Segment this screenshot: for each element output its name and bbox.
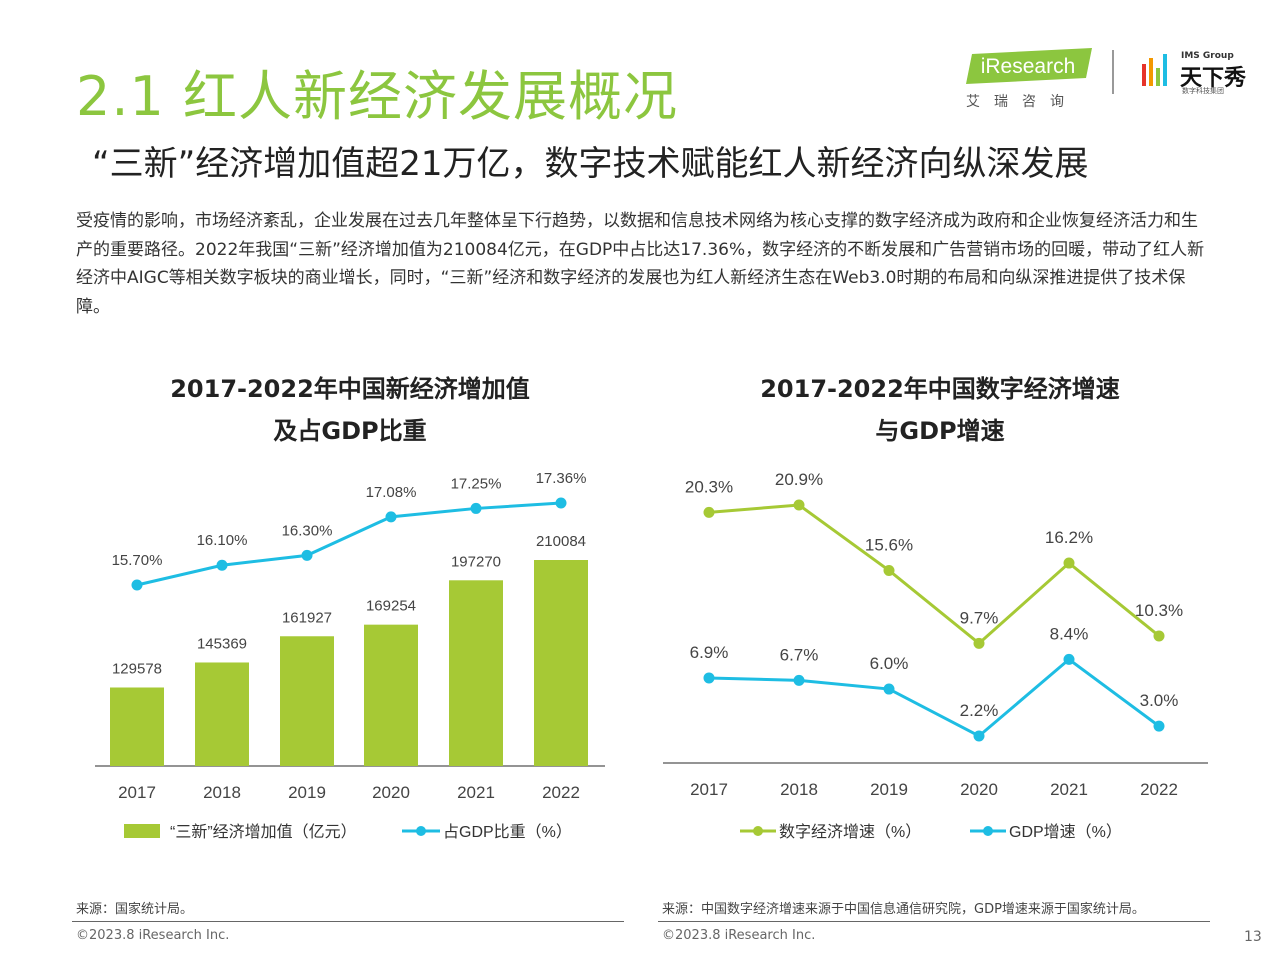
chart2-data-label: 10.3%: [1135, 601, 1183, 620]
chart1-line-label: 17.36%: [536, 470, 587, 487]
chart1-x-tick: 2017: [118, 783, 156, 802]
chart1-title-line2: 及占GDP比重: [273, 417, 427, 445]
chart1-x-tick: 2019: [288, 783, 326, 802]
chart1-line-label: 16.30%: [282, 522, 333, 539]
chart1-line-point: [216, 559, 228, 571]
chart2-line-point: [973, 730, 985, 742]
chart2-x-tick: 2020: [960, 780, 998, 799]
footer-divider-left: [72, 921, 624, 922]
chart1-x-tick: 2020: [372, 783, 410, 802]
logo-divider: [1112, 50, 1114, 94]
source-left: 来源：国家统计局。: [76, 902, 194, 917]
chart1-bar-label: 161927: [282, 609, 332, 626]
chart2-data-label: 6.7%: [780, 645, 819, 664]
chart2-data-label: 16.2%: [1045, 528, 1093, 547]
chart2-title-line1: 2017-2022年中国数字经济增速: [760, 375, 1120, 403]
chart2-line-point: [883, 683, 895, 695]
chart2-line-point: [1063, 557, 1075, 569]
page-title: 2.1 红人新经济发展概况: [76, 65, 679, 128]
chart2-data-label: 15.6%: [865, 535, 913, 554]
page-number: 13: [1244, 929, 1262, 945]
chart2-data-label: 6.9%: [690, 643, 729, 662]
chart2-title: 2017-2022年中国数字经济增速 与GDP增速: [710, 368, 1170, 452]
chart1-x-tick: 2018: [203, 783, 241, 802]
chart2-x-tick: 2022: [1140, 780, 1178, 799]
ims-logo-text: 天下秀: [1180, 66, 1247, 91]
iresearch-logo-text: iResearch: [981, 55, 1076, 78]
chart1-line-point: [555, 497, 567, 509]
chart1-bar-label: 129578: [112, 660, 162, 677]
chart1-line-label: 17.25%: [451, 475, 502, 492]
chart2-line-point: [793, 499, 805, 511]
chart1-legend-bar-swatch: [124, 824, 160, 838]
chart2-line-point: [703, 672, 715, 684]
chart1-legend-bar-label: “三新”经济增加值（亿元）: [170, 823, 357, 841]
chart2-line-digital: [708, 503, 1160, 646]
chart2-line-point: [703, 506, 715, 518]
chart1-line-point: [131, 579, 143, 591]
chart1-bar: [195, 662, 249, 766]
ims-group-label: IMS Group: [1181, 51, 1234, 61]
page-subtitle: “三新”经济增加值超21万亿，数字技术赋能红人新经济向纵深发展: [92, 144, 1089, 184]
chart1-line-point: [385, 511, 397, 523]
chart2-data-label: 3.0%: [1140, 691, 1179, 710]
chart2-digital-growth: 20.3% 20.9% 15.6% 9.7% 16.2% 10.3% 6.9% 6.7% 6.0…: [663, 470, 1208, 841]
chart1-bar: [280, 636, 334, 766]
source-right: 来源：中国数字经济增速来源于中国信息通信研究院，GDP增速来源于国家统计局。: [662, 902, 1145, 917]
chart2-line-point: [973, 637, 985, 649]
chart2-x-tick: 2019: [870, 780, 908, 799]
chart1-line-label: 17.08%: [366, 484, 417, 501]
footer-divider-right: [658, 921, 1210, 922]
chart1-bar-label: 210084: [536, 533, 586, 550]
chart1-x-tick: 2021: [457, 783, 495, 802]
chart1-line-label: 15.70%: [112, 552, 163, 569]
body-paragraph: 受疫情的影响，市场经济紊乱，企业发展在过去几年整体呈下行趋势，以数据和信息技术网…: [76, 211, 1205, 317]
chart1-title: 2017-2022年中国新经济增加值 及占GDP比重: [120, 368, 580, 452]
chart2-legend-digital-marker: [753, 826, 763, 836]
iresearch-logo-subtitle: 艾瑞咨询: [966, 94, 1078, 110]
chart2-legend-gdp-marker: [983, 826, 993, 836]
chart2-data-label: 20.9%: [775, 470, 823, 489]
chart2-x-tick: 2018: [780, 780, 818, 799]
chart2-data-label: 9.7%: [960, 608, 999, 627]
copyright-right: ©2023.8 iResearch Inc.: [662, 928, 816, 943]
chart2-x-tick: 2017: [690, 780, 728, 799]
chart2-line-point: [1063, 653, 1075, 665]
iresearch-logo: iResearch: [966, 48, 1092, 84]
chart2-line-point: [883, 564, 895, 576]
chart1-line-point: [470, 502, 482, 514]
chart2-data-label: 2.2%: [960, 701, 999, 720]
chart1-title-line1: 2017-2022年中国新经济增加值: [170, 375, 530, 403]
chart2-title-line2: 与GDP增速: [875, 417, 1005, 445]
chart1-legend-line-label: 占GDP比重（%）: [443, 823, 572, 841]
chart1-legend-line-marker: [416, 826, 426, 836]
chart1-bar: [449, 580, 503, 766]
chart1-bar-label: 145369: [197, 635, 247, 652]
chart2-data-label: 6.0%: [870, 654, 909, 673]
chart2-x-tick: 2021: [1050, 780, 1088, 799]
chart1-line-point: [301, 549, 313, 561]
chart1-bar-label: 197270: [451, 553, 501, 570]
chart1-bar-label: 169254: [366, 598, 416, 615]
chart1-bar: [534, 560, 588, 766]
chart2-line-point: [1153, 720, 1165, 732]
chart2-data-label: 8.4%: [1050, 624, 1089, 643]
chart1-bar: [364, 624, 418, 766]
ims-logo-subtitle: 数字科技集团: [1182, 87, 1224, 95]
ims-logo-mark: [1142, 54, 1167, 86]
chart1-x-tick: 2022: [542, 783, 580, 802]
chart1-new-economy: 129578 145369 161927 169254 197270 210084 15.7…: [95, 470, 605, 841]
chart2-line-gdp: [708, 657, 1160, 738]
chart2-line-point: [793, 674, 805, 686]
chart2-data-label: 20.3%: [685, 477, 733, 496]
chart1-bar: [110, 687, 164, 766]
chart1-line-share: [136, 501, 562, 587]
chart2-legend-digital-label: 数字经济增速（%）: [779, 823, 921, 841]
copyright-left: ©2023.8 iResearch Inc.: [76, 928, 230, 943]
chart1-line-label: 16.10%: [197, 532, 248, 549]
chart2-legend-gdp-label: GDP增速（%）: [1009, 823, 1122, 841]
chart2-line-point: [1153, 630, 1165, 642]
